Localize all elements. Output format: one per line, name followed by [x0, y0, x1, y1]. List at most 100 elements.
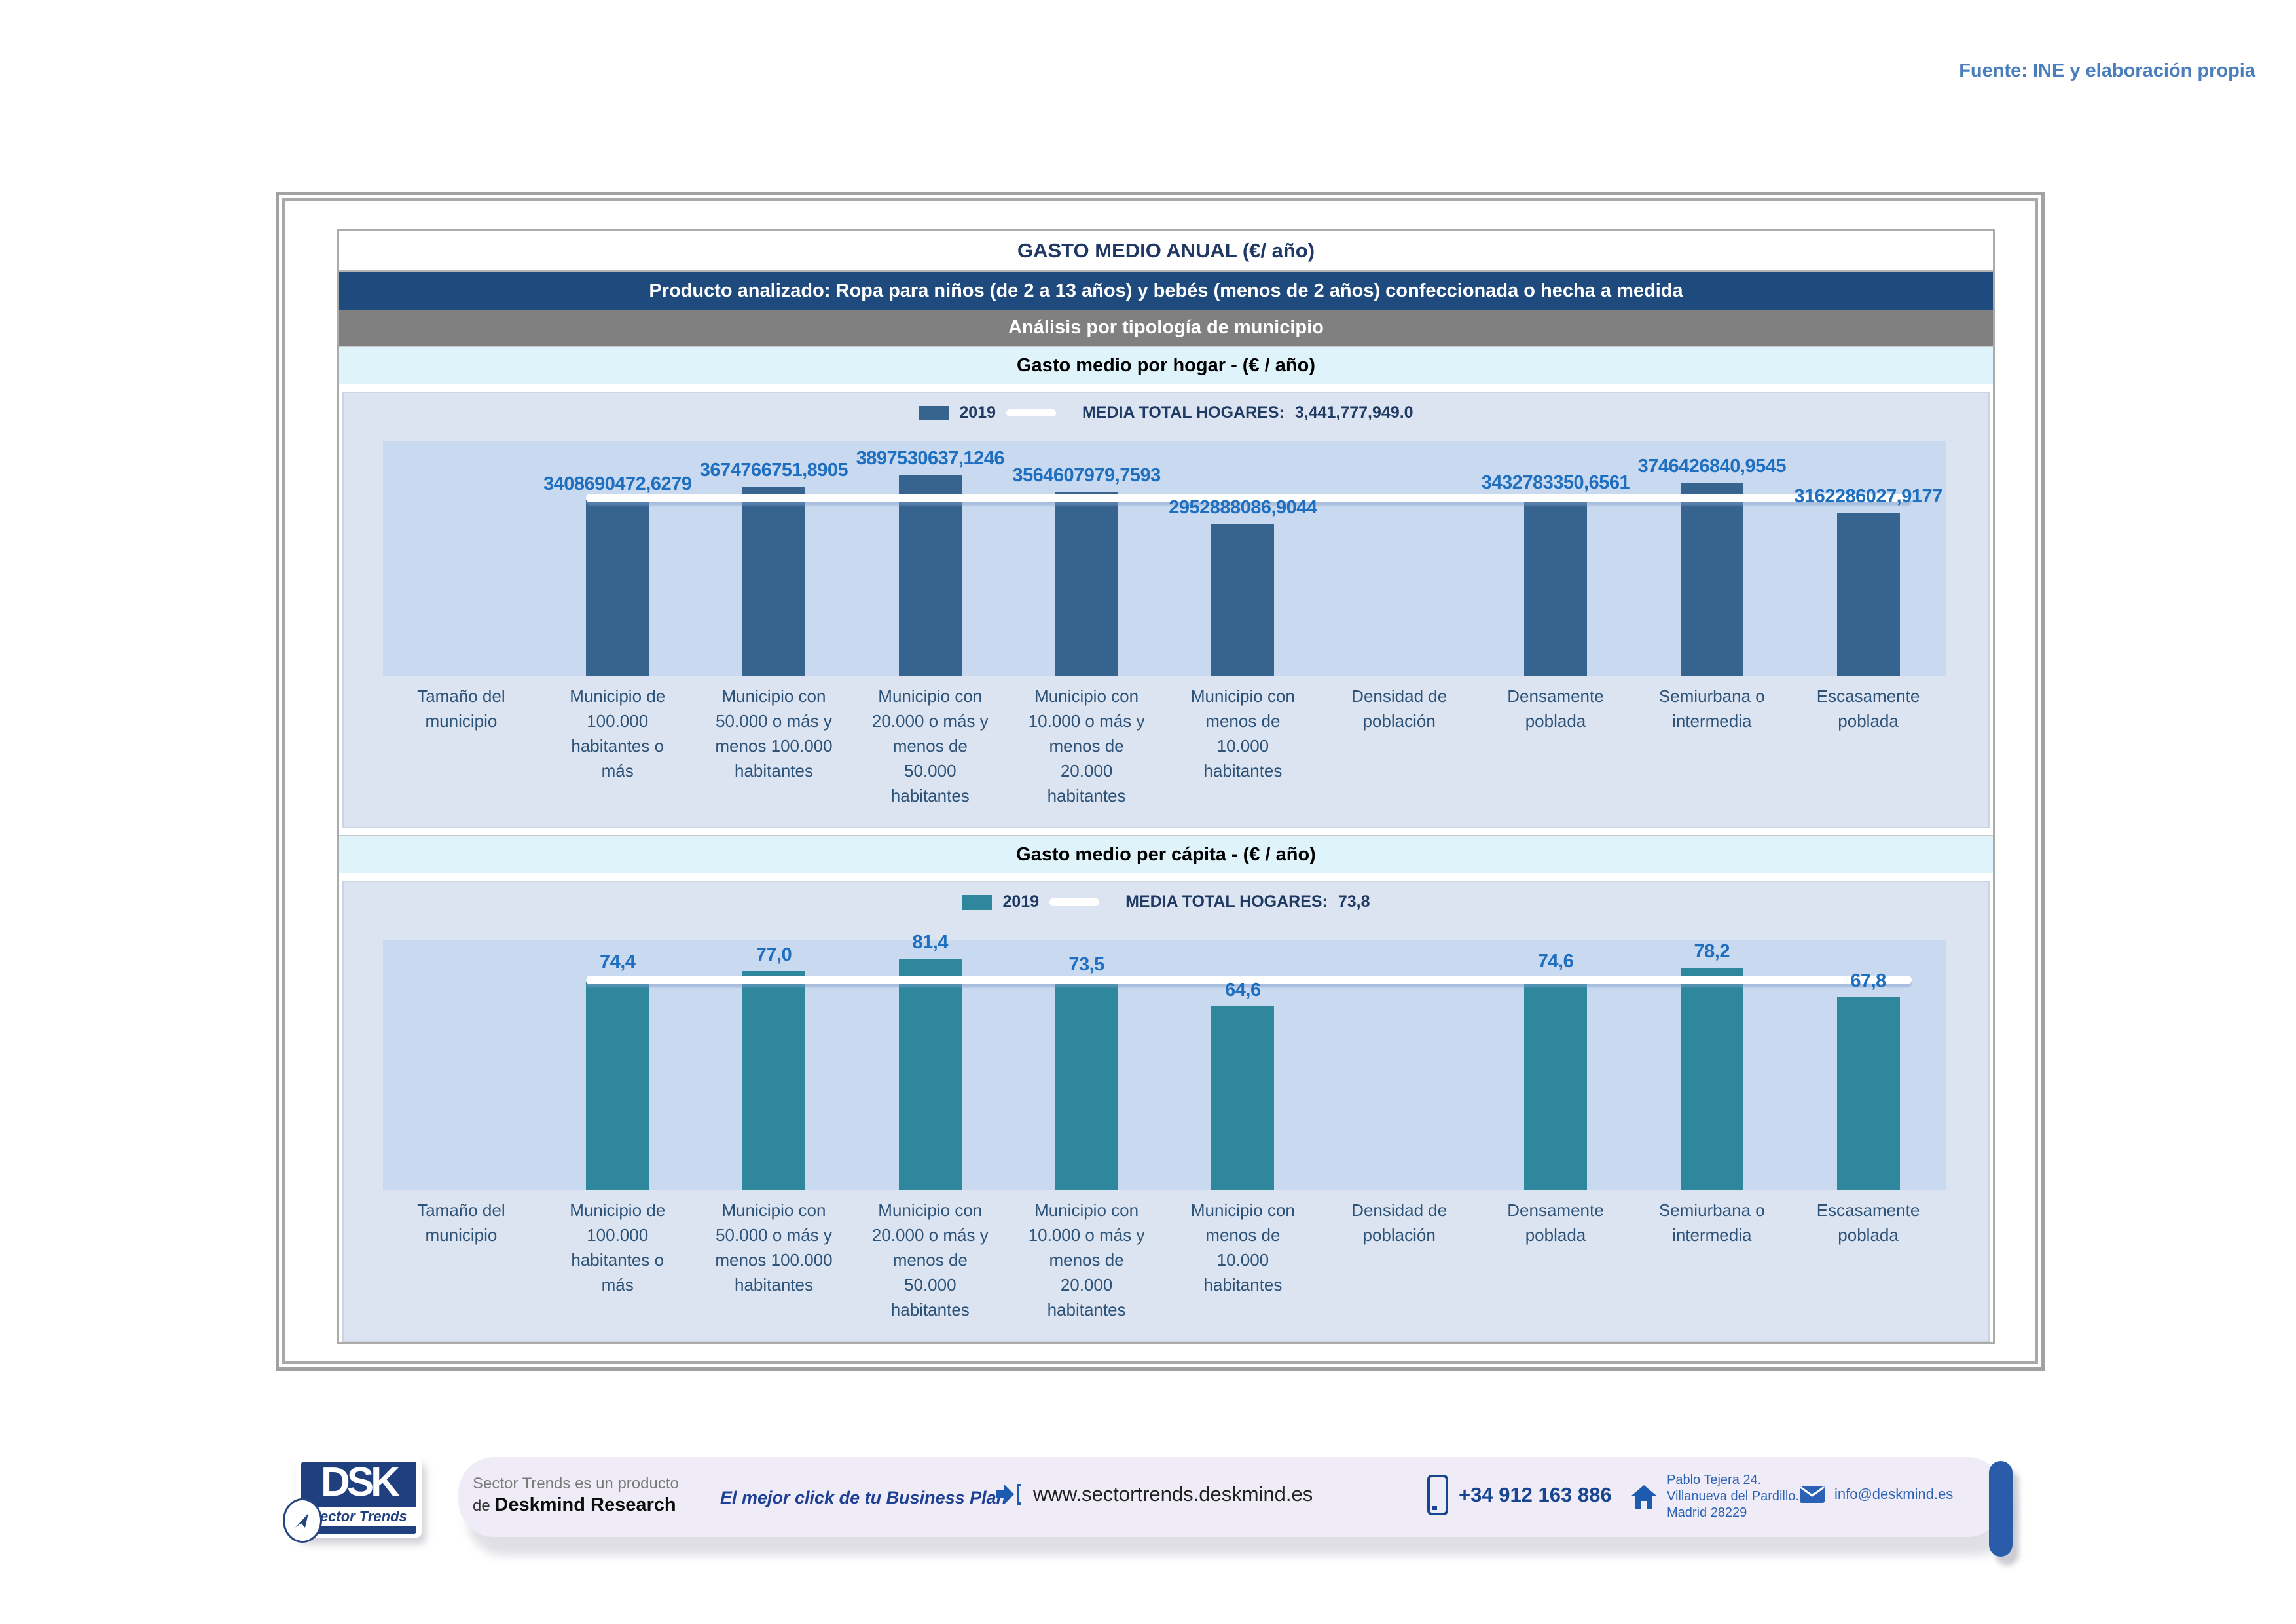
- section-title-household: Gasto medio por hogar - (€ / año): [339, 346, 1993, 384]
- media-value: 3,441,777,949.0: [1294, 403, 1413, 422]
- category-label-2: Municipio con 50.000 o más y menos 100.0…: [715, 686, 833, 781]
- chart-column: 2952888086,9044: [1165, 441, 1321, 676]
- chart-column: 78,2: [1633, 940, 1790, 1190]
- media-line-swatch: [1006, 409, 1057, 416]
- footer-slogan: El mejor click de tu Business Plan: [720, 1488, 1007, 1508]
- product-header: Producto analizado: Ropa para niños (de …: [339, 272, 1993, 310]
- category-label-7: Densamente poblada: [1507, 686, 1604, 731]
- value-label-9: 67,8: [1850, 970, 1886, 991]
- product-note-line1: Sector Trends es un producto: [473, 1475, 679, 1492]
- bar-1: [586, 978, 649, 1190]
- category-label-5: Municipio con menos de 10.000 habitantes: [1190, 1200, 1295, 1295]
- bar-4: [1055, 492, 1118, 676]
- address-line1: Pablo Tejera 24.: [1667, 1473, 1762, 1487]
- category-label-8: Semiurbana o intermedia: [1658, 1200, 1765, 1245]
- media-line-swatch: [1049, 898, 1100, 906]
- plot-area: 3408690472,6279 3674766751,8905 3897530637…: [383, 441, 1946, 676]
- value-label-8: 3746426840,9545: [1637, 456, 1787, 477]
- value-label-2: 77,0: [756, 944, 792, 965]
- value-label-2: 3674766751,8905: [699, 459, 848, 481]
- dsk-logo-underline: [301, 1527, 416, 1534]
- value-label-1: 74,4: [599, 951, 636, 973]
- category-label-0: Tamaño del municipio: [417, 686, 505, 731]
- chart-column: 3746426840,9545: [1633, 441, 1790, 676]
- category-label-9: Escasamente poblada: [1816, 1200, 1920, 1245]
- product-note-line2: de Deskmind Research: [473, 1494, 679, 1516]
- chart-column: 3162286027,9177: [1790, 441, 1946, 676]
- chart-column: 77,0: [696, 940, 852, 1190]
- category-label-3: Municipio con 20.000 o más y menos de 50…: [871, 686, 989, 805]
- category-label-4: Municipio con 10.000 o más y menos de 20…: [1028, 686, 1145, 805]
- dsk-arrow-badge: [283, 1498, 322, 1543]
- chart-column: [383, 441, 539, 676]
- phone-icon: [1427, 1475, 1448, 1515]
- chart-column: 3432783350,6561: [1478, 441, 1634, 676]
- value-label-5: 64,6: [1225, 979, 1261, 1001]
- chart-column: [1321, 441, 1478, 676]
- footer-product-note: Sector Trends es un producto de Deskmind…: [473, 1475, 679, 1516]
- category-label-7: Densamente poblada: [1507, 1200, 1604, 1245]
- series-swatch: [919, 405, 949, 420]
- media-label: MEDIA TOTAL HOGARES:: [1082, 403, 1285, 422]
- analysis-header: Análisis por tipología de municipio: [339, 310, 1993, 346]
- bar-9: [1836, 997, 1900, 1190]
- bar-3: [898, 958, 962, 1190]
- footer-phone: +34 912 163 886: [1426, 1475, 1612, 1515]
- spacer: [339, 384, 1993, 392]
- category-label-1: Municipio de 100.000 habitantes o más: [570, 1200, 666, 1295]
- category-label-8: Semiurbana o intermedia: [1658, 686, 1765, 731]
- value-label-7: 74,6: [1537, 951, 1574, 972]
- product-note-prefix: de: [473, 1497, 495, 1515]
- category-label-6: Densidad de población: [1351, 686, 1448, 731]
- value-label-7: 3432783350,6561: [1481, 471, 1630, 493]
- media-label: MEDIA TOTAL HOGARES:: [1125, 893, 1328, 911]
- chart-column: 3897530637,1246: [852, 441, 1008, 676]
- category-label-2: Municipio con 50.000 o más y menos 100.0…: [715, 1200, 833, 1295]
- product-note-brand: Deskmind Research: [494, 1494, 676, 1515]
- arrow-bracket-icon: [996, 1484, 1021, 1505]
- spacer: [339, 828, 1993, 835]
- chart-legend: 2019 MEDIA TOTAL HOGARES: 3,441,777,949.…: [344, 403, 1988, 422]
- website-text: www.sectortrends.deskmind.es: [1033, 1483, 1313, 1505]
- chart-column: 74,6: [1478, 940, 1634, 1190]
- address-text: Pablo Tejera 24. Villanueva del Pardillo…: [1667, 1472, 1799, 1521]
- category-label-4: Municipio con 10.000 o más y menos de 20…: [1028, 1200, 1145, 1320]
- dsk-logo-text: DSK: [321, 1462, 400, 1505]
- footer-website: www.sectortrends.deskmind.es: [995, 1481, 1313, 1507]
- chart-percapita: 2019 MEDIA TOTAL HOGARES: 73,8 74,4 77,0 8…: [342, 881, 1990, 1342]
- report-title: GASTO MEDIO ANUAL (€/ año): [339, 231, 1993, 272]
- category-label-5: Municipio con menos de 10.000 habitantes: [1190, 686, 1295, 781]
- media-total-line: [586, 494, 1912, 503]
- envelope-icon: [1800, 1486, 1825, 1503]
- category-label-0: Tamaño del municipio: [417, 1200, 505, 1245]
- chart-column: 3564607979,7593: [1008, 441, 1165, 676]
- address-line3: Madrid 28229: [1667, 1505, 1747, 1520]
- phone-text: +34 912 163 886: [1459, 1483, 1612, 1506]
- category-axis: Tamaño del municipio Municipio de 100.000…: [383, 684, 1946, 808]
- house-icon: [1631, 1485, 1656, 1509]
- value-label-8: 78,2: [1694, 940, 1730, 962]
- bar-7: [1523, 978, 1587, 1190]
- media-total-line: [586, 975, 1912, 984]
- chart-column: 64,6: [1165, 940, 1321, 1190]
- bar-8: [1680, 967, 1743, 1190]
- dsk-logo: DSK Sector Trends: [283, 1458, 422, 1543]
- category-label-9: Escasamente poblada: [1816, 686, 1920, 731]
- chart-column: 73,5: [1008, 940, 1165, 1190]
- media-value: 73,8: [1338, 893, 1370, 911]
- value-label-9: 3162286027,9177: [1794, 486, 1942, 507]
- bar-3: [898, 475, 962, 676]
- chart-column: 3408690472,6279: [539, 441, 696, 676]
- slogan-text: El mejor click de tu Business Plan: [720, 1488, 1008, 1507]
- category-label-6: Densidad de población: [1351, 1200, 1448, 1245]
- spacer: [339, 873, 1993, 881]
- category-label-1: Municipio de 100.000 habitantes o más: [570, 686, 666, 781]
- plot-area: 74,4 77,0 81,4 73,5 64,6 74,6 78,2 67,8: [383, 932, 1946, 1190]
- footer-email: info@deskmind.es: [1799, 1485, 1953, 1504]
- category-axis: Tamaño del municipio Municipio de 100.000…: [383, 1198, 1946, 1322]
- bar-5: [1211, 523, 1275, 676]
- bar-8: [1680, 483, 1743, 676]
- footer-bar: [458, 1457, 2003, 1537]
- report-content-box: GASTO MEDIO ANUAL (€/ año) Producto anal…: [337, 229, 1995, 1344]
- chart-column: 3674766751,8905: [696, 441, 852, 676]
